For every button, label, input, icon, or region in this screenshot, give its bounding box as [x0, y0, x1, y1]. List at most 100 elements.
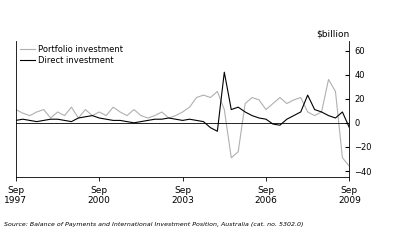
Direct investment — [187, 118, 192, 121]
Direct investment — [264, 118, 268, 121]
Direct investment — [76, 117, 81, 119]
Portfolio investment — [243, 102, 248, 105]
Portfolio investment — [264, 108, 268, 111]
Direct investment — [250, 114, 254, 117]
Portfolio investment — [319, 111, 324, 113]
Portfolio investment — [208, 96, 213, 99]
Line: Direct investment: Direct investment — [16, 72, 349, 131]
Portfolio investment — [284, 102, 289, 105]
Direct investment — [284, 118, 289, 121]
Portfolio investment — [76, 117, 81, 119]
Portfolio investment — [194, 96, 199, 99]
Portfolio investment — [90, 114, 94, 117]
Line: Portfolio investment: Portfolio investment — [16, 79, 349, 166]
Portfolio investment — [215, 90, 220, 93]
Text: Source: Balance of Payments and International Investment Position, Australia (ca: Source: Balance of Payments and Internat… — [4, 222, 303, 227]
Portfolio investment — [27, 114, 32, 117]
Portfolio investment — [305, 111, 310, 113]
Portfolio investment — [312, 114, 317, 117]
Portfolio investment — [35, 111, 39, 113]
Portfolio investment — [41, 108, 46, 111]
Direct investment — [48, 118, 53, 121]
Direct investment — [194, 119, 199, 122]
Direct investment — [132, 121, 137, 124]
Portfolio investment — [271, 102, 276, 105]
Portfolio investment — [104, 114, 108, 117]
Portfolio investment — [152, 114, 157, 117]
Direct investment — [326, 114, 331, 117]
Portfolio investment — [298, 96, 303, 99]
Portfolio investment — [250, 96, 254, 99]
Direct investment — [271, 123, 276, 125]
Portfolio investment — [83, 108, 88, 111]
Portfolio investment — [166, 117, 171, 119]
Direct investment — [180, 119, 185, 122]
Direct investment — [104, 118, 108, 121]
Direct investment — [35, 120, 39, 123]
Direct investment — [13, 119, 18, 122]
Portfolio investment — [180, 111, 185, 113]
Direct investment — [152, 118, 157, 121]
Portfolio investment — [21, 112, 25, 115]
Direct investment — [55, 118, 60, 121]
Direct investment — [347, 126, 352, 129]
Direct investment — [298, 111, 303, 113]
Portfolio investment — [278, 96, 282, 99]
Portfolio investment — [48, 117, 53, 119]
Portfolio investment — [187, 106, 192, 109]
Direct investment — [97, 117, 102, 119]
Portfolio investment — [159, 111, 164, 113]
Direct investment — [312, 108, 317, 111]
Portfolio investment — [118, 111, 122, 113]
Direct investment — [208, 126, 213, 129]
Direct investment — [166, 117, 171, 119]
Direct investment — [278, 124, 282, 127]
Direct investment — [83, 116, 88, 118]
Portfolio investment — [139, 114, 143, 117]
Direct investment — [111, 119, 116, 122]
Direct investment — [319, 111, 324, 113]
Direct investment — [118, 119, 122, 122]
Portfolio investment — [236, 150, 241, 153]
Direct investment — [243, 111, 248, 113]
Legend: Portfolio investment, Direct investment: Portfolio investment, Direct investment — [20, 45, 123, 65]
Direct investment — [333, 117, 338, 119]
Portfolio investment — [69, 106, 74, 109]
Portfolio investment — [291, 99, 296, 101]
Direct investment — [173, 118, 178, 121]
Portfolio investment — [55, 111, 60, 113]
Portfolio investment — [97, 111, 102, 113]
Direct investment — [90, 114, 94, 117]
Direct investment — [27, 119, 32, 122]
Direct investment — [69, 120, 74, 123]
Direct investment — [305, 94, 310, 96]
Portfolio investment — [13, 108, 18, 111]
Portfolio investment — [229, 156, 233, 159]
Direct investment — [222, 71, 227, 74]
Direct investment — [236, 106, 241, 109]
Portfolio investment — [333, 90, 338, 93]
Direct investment — [257, 117, 262, 119]
Portfolio investment — [257, 99, 262, 101]
Portfolio investment — [111, 106, 116, 109]
Text: $billion: $billion — [316, 29, 349, 38]
Portfolio investment — [347, 165, 352, 168]
Direct investment — [41, 119, 46, 122]
Portfolio investment — [222, 108, 227, 111]
Portfolio investment — [340, 156, 345, 159]
Direct investment — [159, 118, 164, 121]
Direct investment — [215, 130, 220, 133]
Direct investment — [145, 119, 150, 122]
Portfolio investment — [125, 114, 129, 117]
Direct investment — [139, 120, 143, 123]
Direct investment — [125, 120, 129, 123]
Direct investment — [291, 114, 296, 117]
Portfolio investment — [201, 94, 206, 96]
Direct investment — [201, 120, 206, 123]
Portfolio investment — [62, 114, 67, 117]
Direct investment — [62, 119, 67, 122]
Direct investment — [229, 108, 233, 111]
Portfolio investment — [173, 114, 178, 117]
Direct investment — [21, 118, 25, 121]
Portfolio investment — [326, 78, 331, 81]
